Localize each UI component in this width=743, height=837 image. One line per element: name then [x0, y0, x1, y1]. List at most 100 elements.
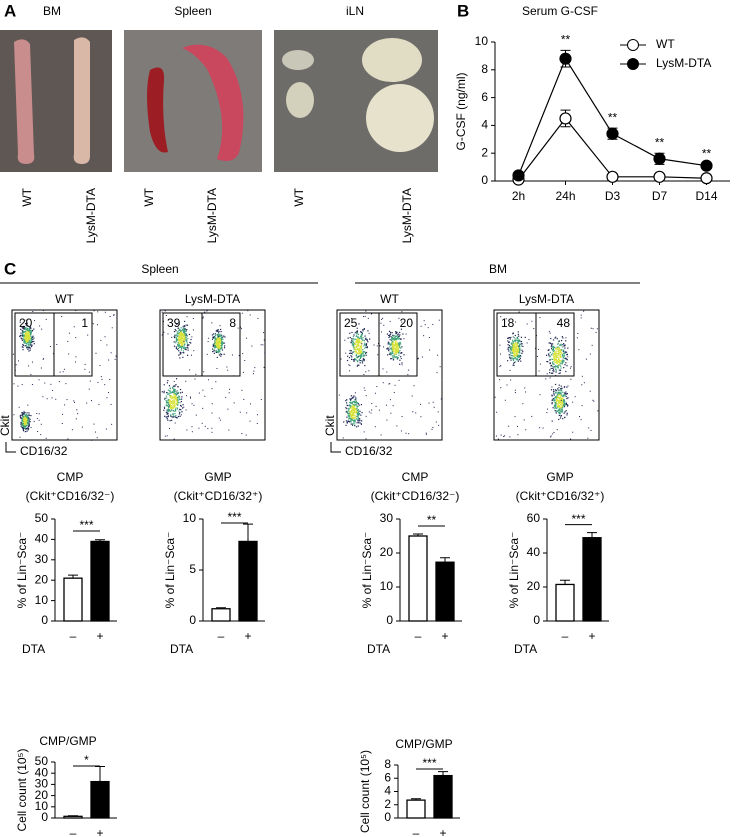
dot: [558, 373, 559, 374]
dot: [554, 354, 555, 355]
dot: [381, 331, 382, 332]
dot: [222, 343, 223, 344]
dot: [186, 335, 187, 336]
dot: [219, 354, 220, 355]
y-axis-label: % of Lin⁻Sca⁻: [507, 532, 521, 609]
y-tick-label: 30: [380, 511, 394, 525]
dot: [510, 370, 511, 371]
dot: [353, 361, 354, 362]
dot: [261, 344, 262, 345]
dot: [517, 355, 518, 356]
dot: [590, 391, 591, 392]
dot: [182, 344, 183, 345]
dot: [180, 392, 181, 393]
dot: [388, 343, 389, 344]
dot: [359, 359, 360, 360]
dot: [393, 359, 394, 360]
dot: [25, 415, 26, 416]
dot: [29, 348, 30, 349]
dot: [37, 431, 38, 432]
dot: [389, 331, 390, 332]
dot: [25, 417, 26, 418]
x-axis-label: DTA: [367, 642, 390, 656]
dot: [221, 331, 222, 332]
dot: [173, 396, 174, 397]
dot: [50, 346, 51, 347]
dot: [521, 343, 522, 344]
dot: [559, 361, 560, 362]
dot: [170, 398, 171, 399]
dot: [23, 341, 24, 342]
dot: [398, 352, 399, 353]
dot: [560, 351, 561, 352]
dot: [514, 351, 515, 352]
dot: [528, 339, 529, 340]
dot: [358, 334, 359, 335]
dot: [173, 399, 174, 400]
dot: [30, 350, 31, 351]
dot: [41, 424, 42, 425]
dot: [389, 344, 390, 345]
dot: [548, 353, 549, 354]
dot: [581, 419, 582, 420]
dot: [501, 435, 502, 436]
dot: [390, 332, 391, 333]
dot: [556, 400, 557, 401]
x-tick-label: –: [415, 629, 422, 643]
dot: [527, 342, 528, 343]
dot: [168, 406, 169, 407]
x-axis-label: DTA: [22, 642, 45, 656]
dot: [554, 337, 555, 338]
dot: [213, 333, 214, 334]
dot: [182, 404, 183, 405]
dot: [563, 395, 564, 396]
plot-label: WT: [55, 292, 74, 306]
dot: [178, 339, 179, 340]
dot: [393, 347, 394, 348]
dot: [351, 395, 352, 396]
dot: [175, 335, 176, 336]
dot: [173, 416, 174, 417]
dot: [380, 345, 381, 346]
dot: [350, 337, 351, 338]
dot: [358, 409, 359, 410]
dot: [162, 391, 163, 392]
dot: [74, 326, 75, 327]
dot: [359, 353, 360, 354]
dot: [264, 367, 265, 368]
dot: [350, 405, 351, 406]
dot: [426, 433, 427, 434]
bar: [583, 538, 601, 621]
dot: [377, 354, 378, 355]
dot: [521, 350, 522, 351]
dot: [383, 325, 384, 326]
dot: [26, 343, 27, 344]
dot: [356, 355, 357, 356]
dot: [101, 379, 102, 380]
dot: [211, 428, 212, 429]
dot: [514, 362, 515, 363]
dot: [563, 353, 564, 354]
dot: [357, 410, 358, 411]
dot: [193, 329, 194, 330]
dot: [179, 412, 180, 413]
dot: [219, 351, 220, 352]
x-tick-label: +: [439, 826, 446, 837]
dot: [358, 422, 359, 423]
dot: [366, 416, 367, 417]
dot: [174, 411, 175, 412]
dot: [186, 340, 187, 341]
dot: [167, 413, 168, 414]
dot: [349, 353, 350, 354]
gate-value: 20: [400, 316, 414, 330]
dot: [355, 342, 356, 343]
dot: [571, 366, 572, 367]
dot: [512, 346, 513, 347]
dot: [251, 346, 252, 347]
dot: [27, 412, 28, 413]
dot: [557, 338, 558, 339]
dot: [166, 397, 167, 398]
dot: [390, 399, 391, 400]
dot: [560, 411, 561, 412]
dot: [29, 340, 30, 341]
